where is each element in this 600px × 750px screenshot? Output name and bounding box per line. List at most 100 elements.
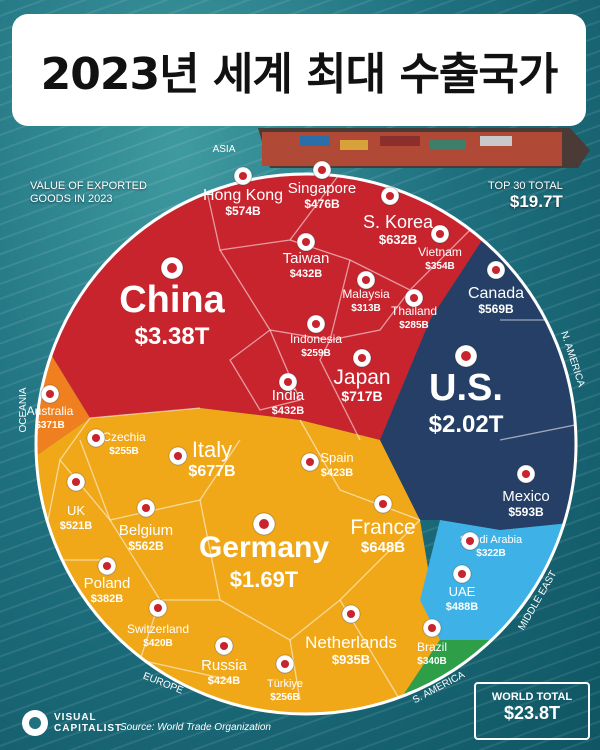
flag-thailand-emblem (409, 293, 419, 303)
country-value-taiwan: $432B (290, 268, 322, 280)
brand-name: VISUAL CAPITALIST (54, 712, 122, 734)
country-value-vietnam: $354B (425, 261, 454, 272)
country-value-switzerland: $420B (143, 638, 172, 649)
country-value-uk: $521B (60, 520, 92, 532)
title-banner: 2023년 세계 최대 수출국가 (12, 14, 586, 126)
flag-italy-emblem (173, 451, 183, 461)
source-note: Source: World Trade Organization (120, 722, 271, 733)
country-value-saudi-arabia: $322B (476, 548, 505, 559)
country-value-u-s: $2.02T (429, 411, 504, 438)
top30-value: $19.7T (509, 192, 563, 211)
country-value-mexico: $593B (508, 505, 544, 519)
brand-line1: VISUAL (54, 712, 97, 723)
flag-canada-emblem (491, 265, 501, 275)
country-label-germany: Germany (199, 531, 329, 564)
country-value-france: $648B (361, 539, 405, 556)
country-label-canada: Canada (468, 285, 524, 302)
country-label-brazil: Brazil (417, 640, 447, 654)
country-label-spain: Spain (320, 450, 353, 465)
subtitle: VALUE OF EXPORTED GOODS IN 2023 (30, 180, 147, 206)
flag-france-emblem (378, 499, 388, 509)
flag-belgium-emblem (141, 503, 151, 513)
country-label-s-korea: S. Korea (363, 212, 434, 232)
country-label-australia: Australia (27, 404, 74, 418)
country-label-japan: Japan (333, 366, 390, 389)
flag-saudi-arabia-emblem (465, 536, 475, 546)
country-label-vietnam: Vietnam (418, 245, 462, 259)
flag-australia-emblem (45, 389, 55, 399)
country-label-mexico: Mexico (502, 488, 550, 505)
country-value-italy: $677B (188, 463, 235, 480)
world-total-label: WORLD TOTAL (491, 691, 573, 703)
country-value-malaysia: $313B (351, 303, 380, 314)
country-label-czechia: Czechia (102, 430, 146, 444)
subtitle-line1: VALUE OF EXPORTED (30, 180, 147, 192)
flag-indonesia-emblem (311, 319, 321, 329)
country-value-netherlands: $935B (332, 652, 370, 667)
country-value-russia: $424B (208, 675, 240, 687)
country-label-thailand: Thailand (391, 304, 437, 318)
country-label-italy: Italy (192, 437, 232, 462)
country-value-spain: $423B (321, 467, 353, 479)
flag-russia-emblem (219, 641, 229, 651)
brand-line2: CAPITALIST (54, 723, 123, 734)
country-label-india: India (272, 387, 305, 404)
country-value-hong-kong: $574B (225, 204, 261, 218)
country-value-china: $3.38T (135, 323, 210, 350)
country-value-japan: $717B (341, 388, 382, 404)
flag-taiwan-emblem (301, 237, 311, 247)
flag-singapore-emblem (317, 165, 327, 175)
flag-switzerland-emblem (153, 603, 163, 613)
country-label-singapore: Singapore (288, 180, 356, 197)
flag-uk-emblem (71, 477, 81, 487)
country-value-singapore: $476B (304, 197, 340, 211)
country-label-poland: Poland (84, 575, 131, 592)
country-label-malaysia: Malaysia (342, 287, 390, 301)
flag-vietnam-emblem (435, 229, 445, 239)
country-value-canada: $569B (478, 302, 514, 316)
country-value-poland: $382B (91, 593, 123, 605)
top30-label: TOP 30 TOTAL (488, 180, 563, 192)
flag-t-rkiye-emblem (280, 659, 290, 669)
country-label-t-rkiye: Türkiye (267, 678, 303, 690)
country-label-russia: Russia (201, 657, 248, 674)
flag-s-korea-emblem (385, 191, 395, 201)
country-value-indonesia: $259B (301, 348, 330, 359)
region-label-asia: ASIA (213, 144, 236, 155)
country-value-czechia: $255B (109, 446, 138, 457)
country-label-belgium: Belgium (119, 522, 173, 539)
top30-total: TOP 30 TOTAL $19.7T (488, 180, 563, 212)
country-label-uae: UAE (449, 584, 476, 599)
country-label-indonesia: Indonesia (290, 332, 342, 346)
flag-uae-emblem (457, 569, 467, 579)
flag-brazil-emblem (427, 623, 437, 633)
world-total-box: WORLD TOTAL $23.8T (474, 682, 590, 740)
country-value-t-rkiye: $256B (270, 692, 299, 703)
brand-logo: VISUAL CAPITALIST (22, 710, 122, 736)
country-label-u-s: U.S. (429, 367, 503, 409)
page-title: 2023년 세계 최대 수출국가 (40, 49, 559, 100)
flag-czechia-emblem (91, 433, 101, 443)
country-label-netherlands: Netherlands (305, 633, 397, 652)
flag-china-emblem (167, 263, 177, 273)
country-value-brazil: $340B (417, 656, 446, 667)
world-total-value: $23.8T (503, 703, 561, 723)
country-label-taiwan: Taiwan (283, 250, 330, 267)
country-value-thailand: $285B (399, 320, 428, 331)
flag-poland-emblem (102, 561, 112, 571)
country-label-switzerland: Switzerland (127, 622, 189, 636)
country-value-uae: $488B (446, 601, 478, 613)
subtitle-line2: GOODS IN 2023 (30, 193, 113, 205)
country-value-s-korea: $632B (379, 232, 417, 247)
visual-capitalist-icon (22, 710, 48, 736)
flag-u-s-emblem (461, 351, 471, 361)
flag-india-emblem (283, 377, 293, 387)
flag-mexico-emblem (521, 469, 531, 479)
country-value-germany: $1.69T (230, 567, 299, 592)
chart-outline (34, 172, 578, 716)
flag-spain-emblem (305, 457, 315, 467)
flag-germany-emblem (259, 519, 269, 529)
country-value-belgium: $562B (128, 539, 164, 553)
country-label-hong-kong: Hong Kong (203, 187, 283, 204)
